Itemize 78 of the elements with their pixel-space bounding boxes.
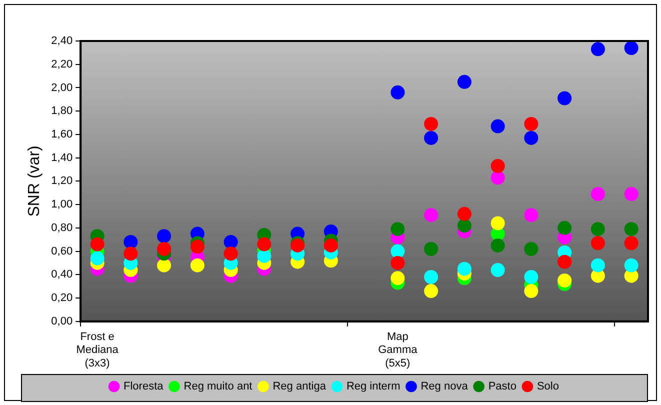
point (390, 85, 405, 100)
point (457, 262, 472, 276)
point (624, 187, 638, 202)
point (124, 246, 138, 261)
y-tick-label: 1,80 (51, 105, 73, 118)
x-tick-label: Map Gamma (5x5) (378, 331, 418, 370)
point (157, 258, 172, 272)
y-tick-label: 1,40 (51, 152, 73, 164)
point (390, 244, 405, 258)
y-tick-label: 2,20 (51, 58, 73, 70)
x-tick-label: Frost e Mediana (3x3) (76, 331, 120, 370)
point (490, 170, 505, 185)
point (624, 41, 638, 56)
point (190, 240, 204, 254)
legend-label: Reg interm (346, 380, 400, 393)
y-tick-label: 0,80 (51, 222, 73, 234)
point (190, 258, 204, 272)
point (224, 234, 238, 249)
y-tick-label: 0,40 (51, 268, 73, 281)
y-tick-label: 2,00 (51, 82, 73, 94)
point (524, 130, 538, 145)
point (457, 218, 472, 233)
point (590, 187, 605, 202)
point (424, 130, 438, 145)
point (558, 254, 572, 269)
point (524, 208, 538, 222)
point (424, 270, 438, 284)
y-axis-title: SNR (var) (26, 146, 44, 217)
point (558, 274, 572, 288)
y-tick-label: 0,20 (51, 292, 73, 304)
point (624, 258, 638, 272)
legend-label: Reg muito ant (184, 380, 252, 393)
point (324, 238, 338, 252)
legend-label: Reg antiga (272, 380, 327, 393)
point (390, 271, 405, 286)
point (524, 284, 538, 298)
point (524, 116, 538, 131)
point (590, 222, 605, 236)
point (524, 270, 538, 284)
point (424, 116, 438, 131)
point (157, 242, 172, 256)
point (257, 237, 272, 252)
y-tick-label: 0,00 (51, 315, 73, 328)
y-tick-label: 0,60 (51, 245, 73, 258)
point (124, 234, 138, 249)
point (558, 91, 572, 106)
point (90, 237, 104, 252)
point (590, 42, 605, 56)
point (624, 222, 638, 236)
legend-label: Pasto (488, 380, 516, 393)
point (624, 236, 638, 250)
point (590, 236, 605, 250)
point (490, 159, 505, 174)
y-tick-label: 2,40 (51, 35, 73, 48)
point (424, 242, 438, 256)
point (490, 119, 505, 134)
point (490, 238, 505, 252)
point (558, 220, 572, 235)
point (424, 208, 438, 222)
legend-label: Reg nova (420, 380, 469, 393)
point (157, 229, 172, 244)
y-tick-label: 1,20 (51, 175, 73, 188)
point (457, 206, 472, 221)
y-tick-label: 1,60 (51, 128, 73, 140)
point (424, 284, 438, 298)
point (390, 256, 405, 270)
point (257, 248, 272, 263)
point (224, 246, 238, 261)
legend-label: Solo (536, 380, 559, 393)
legend-label: Floresta (124, 380, 164, 393)
point (90, 251, 104, 266)
y-tick-label: 1,00 (51, 198, 73, 211)
point (590, 258, 605, 272)
point (457, 74, 472, 89)
point (524, 242, 538, 256)
point (490, 262, 505, 277)
point (390, 222, 405, 236)
point (490, 216, 505, 230)
